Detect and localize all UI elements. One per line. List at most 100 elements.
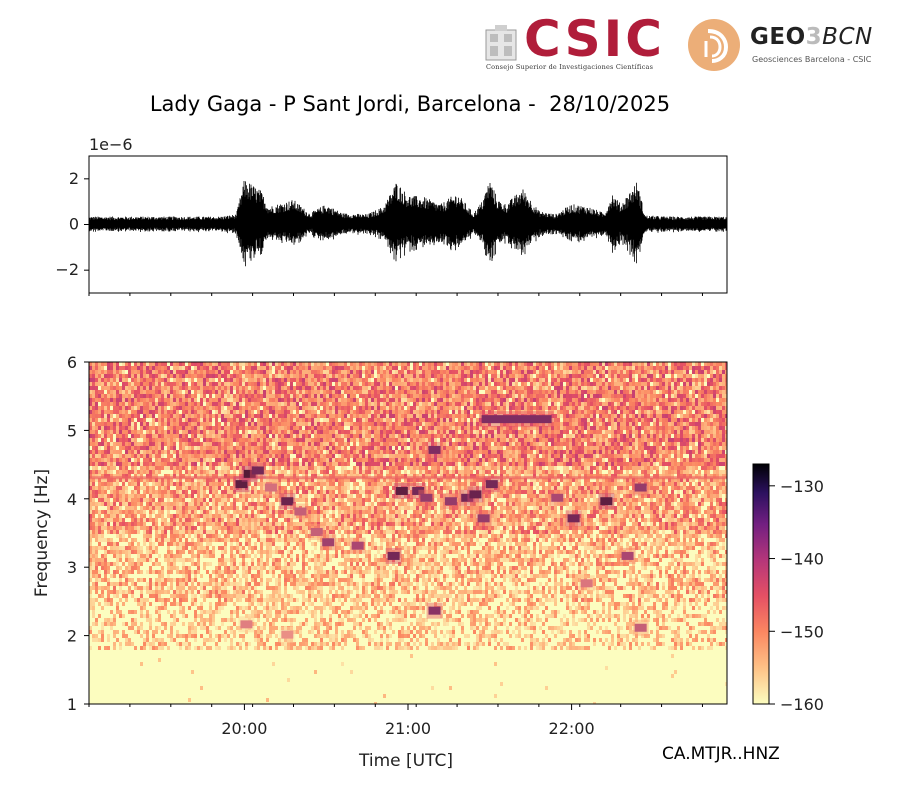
spectrogram-cell: [98, 518, 101, 522]
spectrogram-cell: [179, 570, 182, 574]
spectrogram-cell: [227, 442, 230, 446]
spectrogram-cell: [338, 422, 341, 426]
spectrogram-cell: [281, 446, 284, 450]
spectrogram-cell: [131, 562, 134, 566]
spectrogram-cell: [167, 570, 170, 574]
spectrogram-cell: [251, 390, 254, 394]
spectrogram-cell: [221, 594, 224, 598]
spectrogram-cell: [284, 378, 287, 382]
spectrogram-cell: [146, 538, 149, 542]
spectrogram-cell: [95, 374, 98, 378]
spectrogram-cell: [155, 638, 158, 642]
spectrogram-cell: [167, 558, 170, 562]
spectrogram-cell: [341, 634, 344, 638]
spectrogram-cell: [155, 626, 158, 630]
spectrogram-cell: [263, 498, 266, 502]
spectrogram-cell: [326, 486, 329, 490]
spectrogram-cell: [221, 418, 224, 422]
spectrogram-cell: [158, 426, 161, 430]
spectrogram-cell: [200, 458, 203, 462]
spectrogram-cell: [173, 622, 176, 626]
spectrogram-cell: [299, 610, 302, 614]
spectrogram-cell: [182, 458, 185, 462]
spectrogram-cell: [281, 362, 284, 366]
spectrogram-cell: [269, 418, 272, 422]
spectrogram-cell: [137, 378, 140, 382]
spectrogram-cell: [293, 386, 296, 390]
spectrogram-cell: [341, 438, 344, 442]
spectrogram-cell: [92, 526, 95, 530]
spectrogram-cell: [335, 626, 338, 630]
spectrogram-cell: [233, 646, 236, 650]
spectrogram-cell: [227, 426, 230, 430]
spectrogram-cell: [188, 698, 191, 702]
spectrogram-cell: [239, 510, 242, 514]
spectrogram-cell: [119, 390, 122, 394]
spectrogram-cell: [260, 542, 263, 546]
spectrogram-cell: [119, 378, 122, 382]
spectrogram-cell: [266, 526, 269, 530]
spectrogram-cell: [125, 458, 128, 462]
spectrogram-cell: [194, 362, 197, 366]
spectrogram-cell: [233, 586, 236, 590]
spectrogram-cell: [152, 374, 155, 378]
spectrogram-cell: [188, 530, 191, 534]
spectrogram-cell: [308, 534, 311, 538]
spectrogram-cell: [224, 618, 227, 622]
spectrogram-cell: [182, 430, 185, 434]
spectrogram-cell: [167, 486, 170, 490]
spectrogram-cell: [146, 450, 149, 454]
spectrogram-cell: [188, 450, 191, 454]
spectrogram-cell: [314, 482, 317, 486]
spectrogram-cell: [257, 538, 260, 542]
spectrogram-cell: [248, 542, 251, 546]
spectrogram-cell: [290, 378, 293, 382]
spectrogram-cell: [326, 602, 329, 606]
spectrogram-cell: [101, 410, 104, 414]
spectrogram-cell: [101, 398, 104, 402]
spectrogram-cell: [149, 642, 152, 646]
spectrogram-cell: [104, 362, 107, 366]
spectrogram-cell: [176, 534, 179, 538]
spectrogram-cell: [302, 578, 305, 582]
spectrogram-cell: [323, 498, 326, 502]
spectrogram-cell: [329, 402, 332, 406]
spectrogram-cell: [284, 506, 287, 510]
spectrogram-cell: [170, 450, 173, 454]
spectrogram-cell: [317, 446, 320, 450]
spectrogram-cell: [203, 454, 206, 458]
spectrogram-cell: [320, 550, 323, 554]
spectrogram-cell: [188, 422, 191, 426]
spectrogram-cell: [248, 366, 251, 370]
spectrogram-cell: [215, 454, 218, 458]
spectrogram-cell: [296, 406, 299, 410]
spectrogram-cell: [341, 394, 344, 398]
spectrogram-cell: [200, 486, 203, 490]
spectrogram-cell: [299, 590, 302, 594]
spectrogram-cell: [188, 430, 191, 434]
spectrogram-cell: [200, 610, 203, 614]
spectrogram-cell: [290, 366, 293, 370]
spectrogram-cell: [212, 482, 215, 486]
spectrogram-cell: [158, 530, 161, 534]
spectrogram-cell: [200, 510, 203, 514]
spectrogram-cell: [233, 426, 236, 430]
spectrogram-cell: [173, 610, 176, 614]
spectrogram-cell: [188, 366, 191, 370]
spectrogram-cell: [212, 578, 215, 582]
spectrogram-cell: [335, 378, 338, 382]
spectrogram-cell: [143, 494, 146, 498]
spectrogram-cell: [122, 398, 125, 402]
spectrogram-cell: [311, 558, 314, 562]
spectrogram-cell: [89, 470, 92, 474]
spectrogram-cell: [278, 454, 281, 458]
spectrogram-cell: [92, 498, 95, 502]
spectrogram-cell: [200, 546, 203, 550]
spectrogram-cell: [272, 454, 275, 458]
spectrogram-cell: [176, 434, 179, 438]
spectrogram-cell: [308, 478, 311, 482]
spectrogram-cell: [212, 534, 215, 538]
spectrogram-cell: [176, 378, 179, 382]
spectrogram-cell: [227, 430, 230, 434]
spectrogram-cell: [155, 490, 158, 494]
